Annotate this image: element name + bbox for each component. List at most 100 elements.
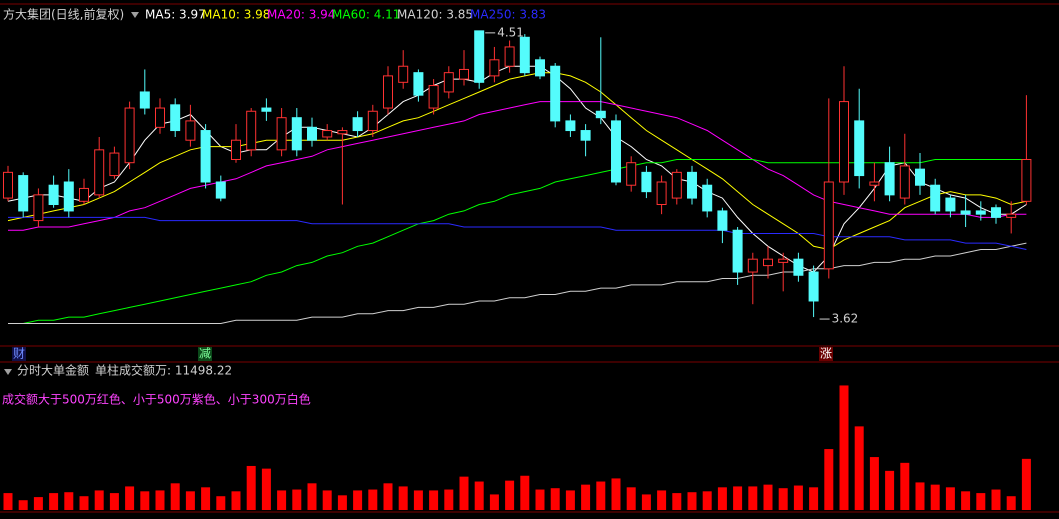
candle-body xyxy=(155,107,165,128)
legend-entry: MA120: 3.85 xyxy=(397,8,473,22)
candle-body xyxy=(443,72,454,93)
candle-body xyxy=(747,258,758,273)
candle-body xyxy=(18,175,29,212)
volume-bar xyxy=(231,491,241,510)
event-marker[interactable]: 涨 xyxy=(820,346,832,361)
volume-bar xyxy=(793,485,803,510)
candle-body xyxy=(246,110,257,151)
candle-body xyxy=(626,162,637,186)
volume-bar xyxy=(702,491,712,510)
candle-body xyxy=(1021,158,1032,202)
volume-note: 成交额大于500万红色、小于500万紫色、小于300万白色 xyxy=(2,392,311,407)
volume-bar xyxy=(292,489,302,510)
legend-entry: MA250: 3.83 xyxy=(470,8,546,22)
candle-body xyxy=(63,181,74,212)
volume-bar xyxy=(155,490,165,510)
volume-bar xyxy=(748,486,758,510)
candle-body xyxy=(991,207,1001,218)
candle-body xyxy=(383,75,393,109)
volume-bar xyxy=(657,490,667,510)
volume-bar xyxy=(535,489,545,510)
volume-bar xyxy=(945,487,955,510)
volume-bar xyxy=(854,426,864,510)
candle-body xyxy=(854,120,865,177)
dropdown-icon[interactable] xyxy=(4,369,12,375)
event-marker[interactable]: 减 xyxy=(199,347,211,361)
candle-body xyxy=(124,107,135,164)
volume-bar xyxy=(489,494,499,510)
candle-body xyxy=(915,168,925,186)
volume-bar xyxy=(763,484,773,510)
candle-body xyxy=(519,36,530,74)
candle-body xyxy=(79,187,89,202)
candle-body xyxy=(413,72,424,96)
volume-bar xyxy=(824,449,834,510)
dropdown-icon[interactable] xyxy=(131,12,139,18)
candle-body xyxy=(261,107,272,112)
candle-body xyxy=(960,210,971,215)
candle-body xyxy=(48,184,59,206)
volume-bar xyxy=(337,495,347,510)
ma-line xyxy=(8,101,1027,231)
candle-body xyxy=(763,258,773,267)
candle-body xyxy=(641,171,652,193)
volume-bar xyxy=(930,484,940,510)
candle-body xyxy=(367,110,378,132)
candle-body xyxy=(337,130,348,135)
ma-line xyxy=(8,216,1027,250)
volume-bar xyxy=(444,489,454,510)
candle-body xyxy=(702,184,713,212)
volume-bar xyxy=(140,491,150,510)
volume-bar xyxy=(125,486,135,510)
volume-bar xyxy=(626,487,636,510)
volume-bar xyxy=(474,481,484,510)
candle-body xyxy=(565,120,576,132)
candle-body xyxy=(899,165,910,199)
volume-bar xyxy=(353,490,363,510)
volume-bar xyxy=(201,487,211,510)
event-marker-bg xyxy=(12,347,26,361)
candle-body xyxy=(139,91,150,109)
candle-body xyxy=(535,59,545,77)
volume-bar xyxy=(991,489,1001,510)
candle-body xyxy=(352,117,363,132)
volume-bar xyxy=(733,486,743,510)
volume-bar xyxy=(565,490,575,510)
candle-body xyxy=(580,130,591,141)
candle-body xyxy=(732,229,743,273)
volume-bar xyxy=(322,490,332,510)
legend-entry: MA20: 3.94 xyxy=(267,8,335,22)
volume-bar xyxy=(809,487,819,510)
volume-bar xyxy=(109,493,119,510)
candle-body xyxy=(504,46,515,67)
volume-bar xyxy=(64,492,74,510)
event-marker-bg xyxy=(819,347,833,361)
volume-bar xyxy=(261,468,271,510)
volume-bar xyxy=(581,484,591,510)
candle-body xyxy=(945,197,956,212)
candle-body xyxy=(307,126,317,141)
volume-bar xyxy=(429,490,439,510)
ma-line xyxy=(7,72,1027,251)
volume-bar xyxy=(611,478,621,510)
candle-body xyxy=(687,171,697,199)
volume-bar xyxy=(641,494,651,510)
ma-line xyxy=(8,242,1027,324)
candle-body xyxy=(428,85,439,109)
candle-body xyxy=(839,101,849,183)
high-label: 4.51 xyxy=(497,25,524,39)
volume-bar xyxy=(687,492,697,510)
candle-body xyxy=(884,162,895,196)
candle-body xyxy=(33,194,44,222)
candle-body xyxy=(611,120,621,183)
candle-body xyxy=(823,181,834,270)
volume-bar xyxy=(976,493,986,510)
event-marker[interactable]: 财 xyxy=(13,347,25,361)
volume-bar xyxy=(277,490,287,510)
candle-body xyxy=(717,210,728,231)
volume-bar xyxy=(550,488,560,510)
volume-bar xyxy=(398,486,408,510)
candle-body xyxy=(3,171,13,199)
candle-body xyxy=(398,65,409,83)
